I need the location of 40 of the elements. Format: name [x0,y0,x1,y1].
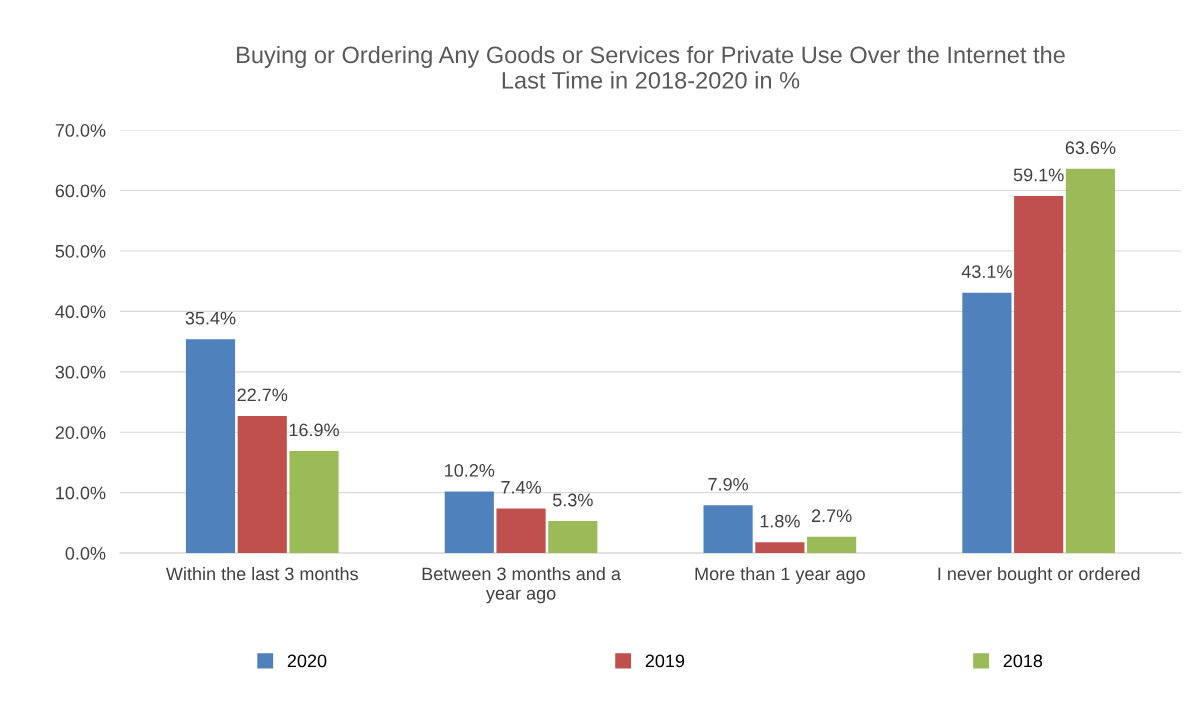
y-tick-label: 60.0% [55,184,106,198]
x-tick-label: I never bought or ordered [938,566,1140,584]
data-label: 35.4% [185,311,236,325]
y-tick-label: 70.0% [55,124,106,137]
data-label: 59.1% [1013,168,1064,182]
bar [444,491,494,554]
data-label: 22.7% [237,388,288,402]
x-tick-label: Within the last 3 months [165,566,358,581]
data-label: 1.8% [760,514,800,528]
data-label: 7.9% [708,477,749,491]
x-tick-label: More than 1 year ago [695,566,865,584]
data-label: 63.6% [1065,141,1116,155]
bar [1014,196,1064,554]
data-label: 43.1% [961,265,1012,278]
chart-title: Buying or Ordering Any Goods or Services for Private Use Over the Internet the Last Time in 2018-2020 in % [237,45,1065,89]
bar [755,542,805,554]
bar [496,508,546,554]
bar [962,292,1012,554]
bar [807,536,857,554]
legend-label: 2020 [287,654,327,668]
bar [548,521,598,554]
data-label: 7.4% [501,481,541,494]
data-label: 16.9% [289,423,339,437]
legend-label: 2018 [1003,654,1043,668]
y-tick-label: 0.0% [65,547,106,560]
y-tick-label: 50.0% [55,244,106,258]
bar [289,450,339,554]
y-tick-label: 30.0% [55,365,106,379]
y-tick-label: 10.0% [56,486,106,500]
data-label: 5.3% [552,493,593,507]
y-tick-label: 20.0% [55,426,106,439]
x-tick-label: Between 3 months and a year ago [422,566,621,604]
data-label: 2.7% [811,509,852,523]
data-label: 10.2% [445,464,495,477]
bar [703,505,753,554]
bar [1065,168,1116,554]
legend-label: 2019 [645,654,685,668]
bar [237,415,287,554]
y-tick-label: 40.0% [55,305,106,319]
bar [185,339,236,554]
